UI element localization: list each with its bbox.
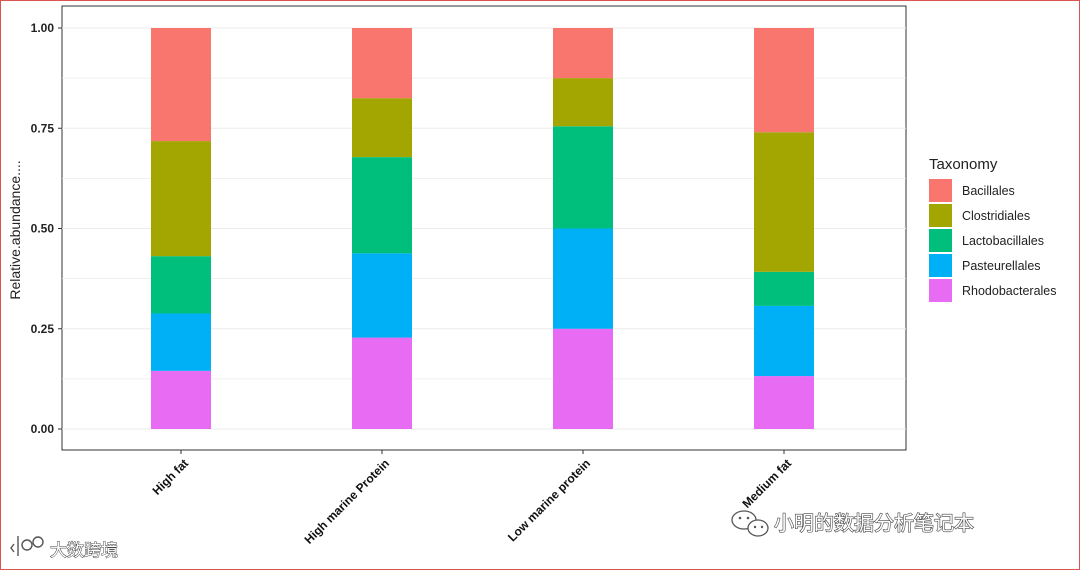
legend-swatch-rhodobacterales (929, 279, 952, 302)
legend-swatch-bacillales (929, 179, 952, 202)
bar-segment-bacillales (553, 28, 613, 79)
bar-segment-clostridiales (754, 132, 814, 272)
bar-segment-rhodobacterales (352, 337, 412, 429)
y-axis: 0.00 0.25 0.50 0.75 1.00 (31, 21, 62, 436)
watermark-right-text: 小明的数据分析笔记本 (774, 511, 974, 535)
bar-segment-bacillales (352, 28, 412, 99)
y-tick-label: 0.25 (31, 322, 55, 336)
legend-swatch-clostridiales (929, 204, 952, 227)
y-tick-label: 0.50 (31, 222, 55, 236)
x-tick-label: High marine Protein (302, 456, 393, 547)
bar-segment-rhodobacterales (553, 328, 613, 429)
legend-label-bacillales: Bacillales (962, 184, 1015, 198)
bar-segment-lactobacillales (151, 256, 211, 314)
legend-label-lactobacillales: Lactobacillales (962, 234, 1044, 248)
legend-label-rhodobacterales: Rhodobacterales (962, 284, 1057, 298)
bar-segment-bacillales (754, 28, 814, 133)
legend-label-clostridiales: Clostridiales (962, 209, 1030, 223)
legend-title: Taxonomy (929, 156, 998, 173)
bar-segment-clostridiales (352, 98, 412, 158)
watermark-left-logo (10, 536, 44, 556)
legend-swatch-lactobacillales (929, 229, 952, 252)
bar-segment-lactobacillales (352, 157, 412, 254)
watermark-left: 大数跨境 (10, 536, 119, 562)
watermark-left-text: 大数跨境 (50, 541, 118, 561)
bar-segment-clostridiales (553, 78, 613, 127)
bar-segment-pasteurellales (151, 313, 211, 371)
bar-segment-pasteurellales (352, 253, 412, 338)
bar-segment-pasteurellales (754, 305, 814, 377)
bar-segment-bacillales (151, 28, 211, 142)
bar-segment-clostridiales (151, 141, 211, 257)
bar-segment-pasteurellales (553, 228, 613, 329)
bar-segment-lactobacillales (553, 126, 613, 229)
bar-segment-rhodobacterales (754, 376, 814, 429)
y-tick-label: 0.00 (31, 422, 55, 436)
legend-swatch-pasteurellales (929, 254, 952, 277)
x-axis: High fat High marine Protein Low marine pr… (150, 450, 794, 547)
y-tick-label: 1.00 (31, 21, 55, 35)
legend-label-pasteurellales: Pasteurellales (962, 259, 1041, 273)
bars (151, 28, 814, 429)
x-tick-label: High fat (150, 456, 191, 497)
y-axis-label: Relative.abundance.... (7, 160, 23, 299)
y-tick-label: 0.75 (31, 121, 55, 135)
watermark-right: 小明的数据分析笔记本 (731, 510, 975, 537)
x-tick-label: Low marine protein (505, 456, 593, 544)
legend: Taxonomy Bacillales Clostridiales Lactobac… (929, 156, 1057, 302)
wechat-icon (731, 510, 769, 537)
bar-segment-rhodobacterales (151, 370, 211, 429)
x-tick-label: Medium fat (739, 456, 794, 511)
bar-segment-lactobacillales (754, 271, 814, 306)
